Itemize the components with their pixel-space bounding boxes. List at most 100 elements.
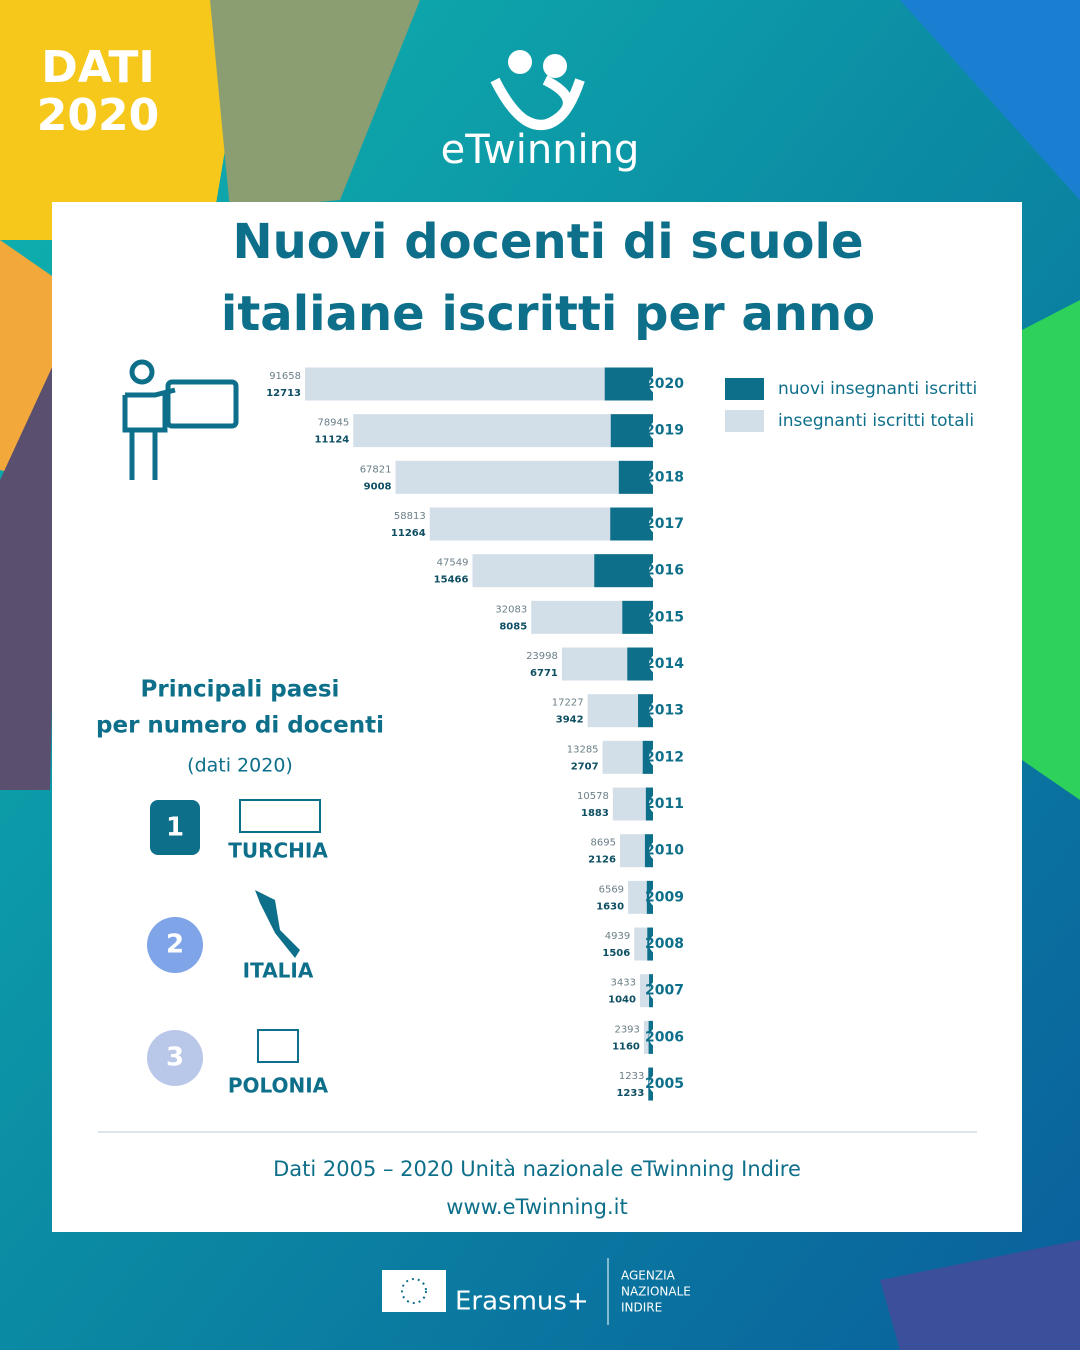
value-label: 67821	[360, 464, 392, 475]
value-label: 11264	[391, 528, 426, 539]
countries-note: (dati 2020)	[187, 755, 293, 777]
chart-title: Nuovi docenti di scuole	[232, 214, 863, 270]
bar	[642, 740, 653, 774]
year-bump	[649, 886, 673, 909]
category-label: 2016	[645, 563, 684, 579]
value-label: 15466	[434, 575, 469, 586]
teacher-icon	[122, 359, 239, 480]
value-label: 1040	[608, 995, 636, 1006]
bar	[643, 1020, 653, 1054]
legend-label: insegnanti iscritti totali	[778, 411, 974, 431]
rank-icons	[147, 799, 321, 1086]
bg-shape	[880, 1240, 1080, 1350]
bar	[305, 367, 653, 401]
value-label: 91658	[269, 371, 301, 382]
category-label: 2012	[645, 749, 684, 765]
year-bump	[649, 419, 673, 442]
year-bump	[649, 746, 673, 769]
country-name: ITALIA	[243, 959, 314, 983]
year-bump	[649, 653, 673, 676]
year-bump	[649, 513, 673, 536]
category-label: 2008	[645, 936, 684, 952]
value-label: 8085	[499, 621, 527, 632]
year-bump	[649, 793, 673, 816]
value-label: 78945	[317, 418, 349, 429]
logo-icon	[490, 50, 585, 130]
rank-number: 3	[166, 1043, 184, 1073]
value-label: 12713	[266, 388, 301, 399]
year-bump	[649, 559, 673, 582]
value-label: 47549	[437, 558, 469, 569]
value-label: 1233	[619, 1071, 644, 1082]
value-label: 2126	[588, 855, 616, 866]
bar	[618, 460, 653, 494]
legend-swatch	[725, 378, 764, 400]
logo-text: eTwinning	[441, 127, 640, 173]
year-bump	[649, 699, 673, 722]
country-name: TURCHIA	[228, 839, 328, 863]
category-label: 2005	[645, 1076, 684, 1092]
value-label: 6771	[530, 668, 558, 679]
bg-shape	[210, 0, 420, 210]
value-label: 1506	[602, 948, 630, 959]
badge-line: DATI	[41, 42, 155, 93]
value-label: 1233	[616, 1088, 644, 1099]
category-label: 2015	[645, 609, 684, 625]
year-bump	[649, 1073, 673, 1096]
eu-flag	[382, 1270, 446, 1312]
year-bump	[649, 466, 673, 489]
bar	[622, 600, 653, 634]
category-label: 2019	[645, 423, 684, 439]
rank-number: 1	[166, 813, 184, 843]
legend-swatch	[725, 410, 764, 432]
value-label: 1160	[612, 1041, 640, 1052]
year-bump	[649, 979, 673, 1002]
value-label: 23998	[526, 651, 558, 662]
rank-number: 2	[166, 930, 184, 960]
bar	[353, 414, 653, 448]
bar	[610, 414, 653, 448]
category-label: 2014	[645, 656, 684, 672]
bar	[610, 507, 653, 541]
sponsor-agency: AGENZIA	[621, 1269, 676, 1283]
sponsor-agency: NAZIONALE	[621, 1285, 691, 1299]
year-bump	[649, 839, 673, 862]
countries-title: per numero di docenti	[96, 713, 384, 739]
value-label: 1630	[596, 901, 624, 912]
category-label: 2011	[645, 796, 684, 812]
country-name: POLONIA	[228, 1074, 329, 1098]
value-label: 2393	[614, 1024, 639, 1035]
eu-stars	[401, 1278, 427, 1304]
value-label: 58813	[394, 511, 426, 522]
bar	[395, 460, 653, 494]
value-label: 6569	[599, 884, 624, 895]
year-bump	[649, 373, 673, 395]
year-bump	[649, 933, 673, 956]
year-bump	[649, 606, 673, 629]
category-label: 2009	[645, 889, 684, 905]
value-label: 32083	[495, 604, 527, 615]
year-bump	[649, 1026, 673, 1049]
category-label: 2020	[645, 376, 684, 392]
value-label: 3942	[556, 715, 584, 726]
bar	[604, 367, 653, 401]
sponsor-program: Erasmus+	[455, 1287, 589, 1317]
legend-label: nuovi insegnanti iscritti	[778, 379, 977, 399]
bg-shape	[1022, 300, 1080, 800]
bar	[627, 647, 653, 681]
category-label: 2017	[645, 516, 684, 532]
bar	[644, 834, 653, 868]
category-label: 2007	[645, 983, 684, 999]
countries-title: Principali paesi	[141, 677, 340, 703]
category-label: 2006	[645, 1029, 684, 1045]
bg-shape	[0, 350, 60, 790]
value-label: 1883	[581, 808, 609, 819]
value-label: 4939	[605, 931, 630, 942]
value-label: 8695	[591, 838, 616, 849]
bg-shape	[0, 0, 250, 240]
sponsor-agency: INDIRE	[621, 1301, 662, 1315]
value-label: 10578	[577, 791, 609, 802]
category-label: 2013	[645, 703, 684, 719]
chart-title: italiane iscritti per anno	[221, 286, 875, 342]
